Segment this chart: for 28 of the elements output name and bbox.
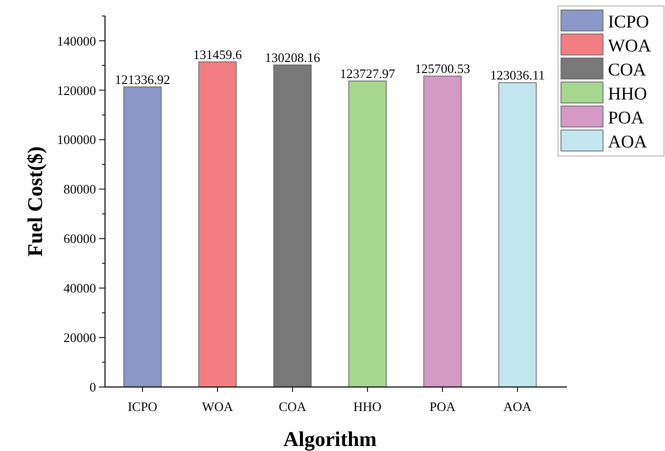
y-tick-label: 0 [90,380,96,395]
y-tick-label: 20000 [64,330,96,346]
y-tick-label: 120000 [57,82,96,98]
legend-label: POA [608,107,644,128]
y-tick-label: 80000 [64,182,96,197]
data-label: 131459.6 [193,46,242,62]
data-label: 121336.92 [114,72,170,87]
data-label: 123727.97 [340,66,396,81]
y-tick-label: 140000 [57,33,96,48]
legend-label: COA [608,59,646,80]
x-tick-label: ICPO [128,399,158,414]
legend-label: AOA [608,131,647,152]
x-tick-label: AOA [503,399,532,414]
x-tick-label: HHO [353,399,382,414]
x-axis-title: Algorithm [283,427,378,451]
data-label: 123036.11 [490,68,545,83]
y-axis-title: Fuel Cost($) [23,146,47,257]
legend-label: ICPO [608,11,650,32]
y-tick-label: 100000 [57,132,96,148]
legend-label: HHO [608,83,647,104]
x-tick-label: POA [429,399,456,414]
data-label: 130208.16 [264,50,321,65]
y-tick-label: 60000 [64,231,96,246]
y-tick-label: 40000 [64,280,96,296]
legend-label: WOA [608,35,651,56]
x-tick-label: COA [278,399,307,414]
data-label: 125700.53 [414,61,470,76]
x-tick-label: WOA [202,399,234,414]
